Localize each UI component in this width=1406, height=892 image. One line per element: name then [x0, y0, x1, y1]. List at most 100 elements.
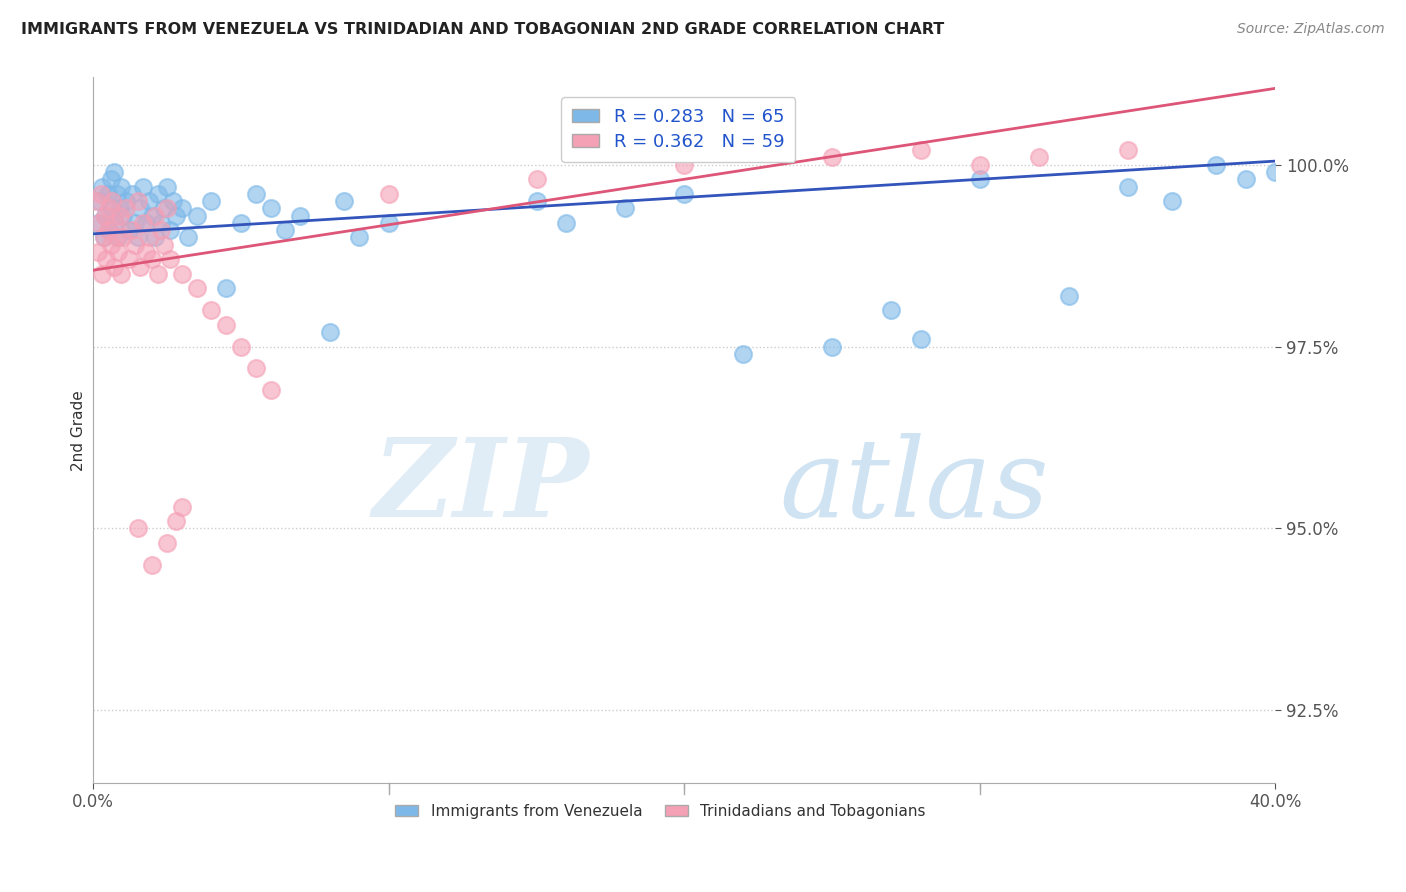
Point	[333, 194, 356, 208]
Point	[880, 303, 903, 318]
Point	[165, 514, 187, 528]
Point	[229, 340, 252, 354]
Point	[84, 194, 107, 208]
Legend: Immigrants from Venezuela, Trinidadians and Tobagonians: Immigrants from Venezuela, Trinidadians …	[389, 797, 932, 825]
Point	[108, 209, 131, 223]
Text: IMMIGRANTS FROM VENEZUELA VS TRINIDADIAN AND TOBAGONIAN 2ND GRADE CORRELATION CH: IMMIGRANTS FROM VENEZUELA VS TRINIDADIAN…	[21, 22, 945, 37]
Point	[107, 245, 129, 260]
Point	[94, 209, 117, 223]
Point	[165, 209, 187, 223]
Point	[90, 186, 112, 201]
Point	[673, 158, 696, 172]
Point	[347, 230, 370, 244]
Point	[127, 521, 149, 535]
Point	[1264, 165, 1286, 179]
Point	[100, 237, 122, 252]
Point	[97, 186, 120, 201]
Point	[121, 223, 143, 237]
Point	[821, 340, 844, 354]
Point	[148, 267, 170, 281]
Text: atlas: atlas	[779, 433, 1049, 541]
Point	[129, 202, 152, 216]
Point	[170, 202, 193, 216]
Point	[108, 202, 131, 216]
Point	[526, 172, 548, 186]
Point	[969, 158, 991, 172]
Point	[156, 179, 179, 194]
Point	[215, 318, 238, 332]
Point	[124, 237, 146, 252]
Point	[377, 216, 399, 230]
Point	[143, 209, 166, 223]
Point	[910, 143, 932, 157]
Text: Source: ZipAtlas.com: Source: ZipAtlas.com	[1237, 22, 1385, 37]
Point	[138, 230, 160, 244]
Point	[141, 252, 163, 267]
Point	[110, 179, 132, 194]
Point	[111, 209, 134, 223]
Point	[111, 230, 134, 244]
Point	[101, 202, 124, 216]
Point	[86, 216, 108, 230]
Point	[135, 216, 157, 230]
Point	[107, 230, 129, 244]
Point	[200, 303, 222, 318]
Point	[555, 216, 578, 230]
Point	[1161, 194, 1184, 208]
Point	[614, 202, 637, 216]
Point	[101, 194, 124, 208]
Point	[114, 202, 136, 216]
Point	[170, 500, 193, 514]
Point	[162, 194, 184, 208]
Point	[127, 194, 149, 208]
Point	[91, 179, 114, 194]
Point	[143, 230, 166, 244]
Point	[132, 179, 155, 194]
Point	[105, 230, 128, 244]
Point	[215, 281, 238, 295]
Point	[94, 209, 117, 223]
Point	[150, 223, 173, 237]
Point	[177, 230, 200, 244]
Point	[245, 361, 267, 376]
Point	[200, 194, 222, 208]
Point	[132, 216, 155, 230]
Point	[138, 194, 160, 208]
Point	[259, 202, 281, 216]
Point	[1116, 179, 1139, 194]
Point	[274, 223, 297, 237]
Point	[87, 216, 110, 230]
Point	[153, 202, 176, 216]
Point	[150, 216, 173, 230]
Point	[153, 237, 176, 252]
Point	[1116, 143, 1139, 157]
Point	[148, 186, 170, 201]
Point	[159, 252, 181, 267]
Point	[288, 209, 311, 223]
Point	[103, 165, 125, 179]
Point	[104, 216, 127, 230]
Point	[87, 194, 110, 208]
Point	[96, 252, 118, 267]
Point	[86, 245, 108, 260]
Point	[124, 216, 146, 230]
Point	[673, 186, 696, 201]
Point	[121, 186, 143, 201]
Point	[377, 186, 399, 201]
Point	[733, 347, 755, 361]
Point	[170, 267, 193, 281]
Point	[186, 209, 208, 223]
Point	[97, 223, 120, 237]
Y-axis label: 2nd Grade: 2nd Grade	[72, 390, 86, 471]
Point	[98, 223, 121, 237]
Point	[105, 186, 128, 201]
Point	[118, 223, 141, 237]
Point	[100, 172, 122, 186]
Point	[98, 202, 121, 216]
Point	[127, 230, 149, 244]
Point	[104, 216, 127, 230]
Point	[110, 267, 132, 281]
Point	[229, 216, 252, 230]
Point	[93, 230, 115, 244]
Point	[141, 558, 163, 572]
